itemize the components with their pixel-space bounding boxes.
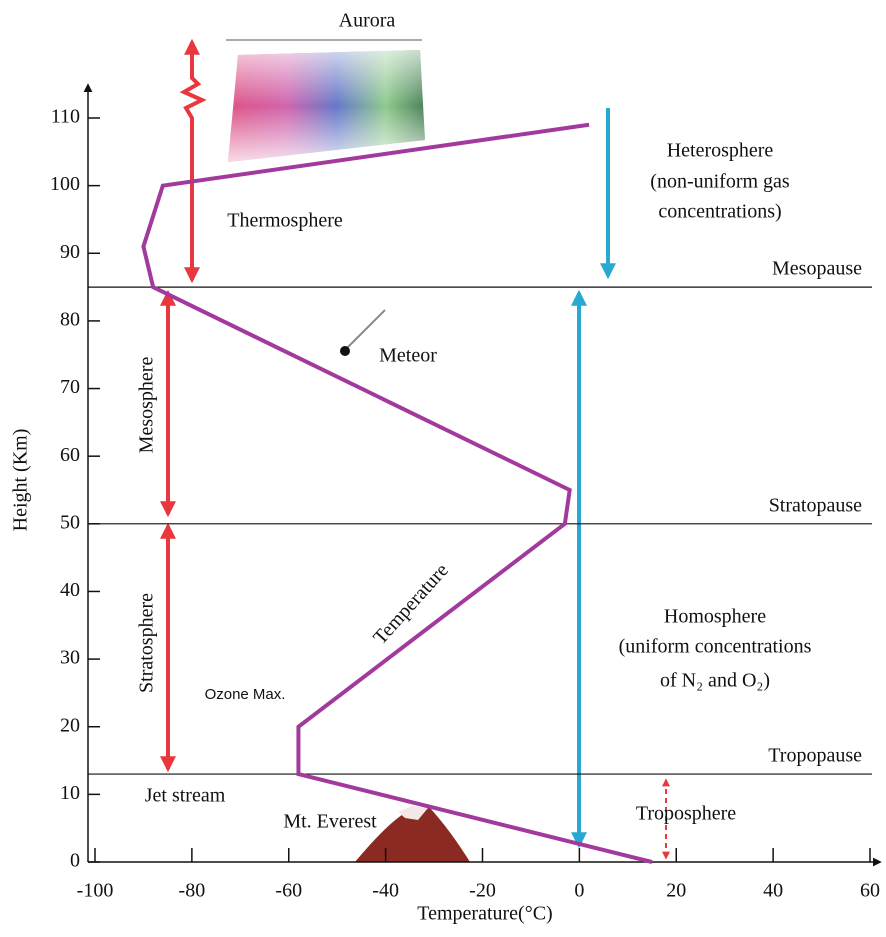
y-axis-title: Height (Km) xyxy=(10,429,32,532)
annotation: Thermosphere xyxy=(227,210,343,232)
annotation: (non-uniform gas xyxy=(650,171,790,193)
y-tick-label: 60 xyxy=(60,444,80,466)
y-tick-label: 50 xyxy=(60,511,80,533)
x-tick-label: -100 xyxy=(77,880,114,902)
x-tick-label: -20 xyxy=(469,880,496,902)
annotation: of N₂ and O₂) xyxy=(660,670,770,692)
y-tick-label: 0 xyxy=(70,850,80,872)
reference-label: Mesopause xyxy=(772,258,862,280)
y-tick-label: 110 xyxy=(51,106,80,128)
temperature-line xyxy=(143,125,652,862)
annotation: concentrations) xyxy=(658,201,781,223)
annotation: Homosphere xyxy=(664,606,766,628)
annotation: Meteor xyxy=(379,345,437,367)
x-tick-label: -60 xyxy=(275,880,302,902)
reference-label: Tropopause xyxy=(768,745,862,767)
annotation: Aurora xyxy=(339,10,396,32)
x-axis-title: Temperature(°C) xyxy=(417,903,552,925)
y-tick-label: 20 xyxy=(60,714,80,736)
x-tick-label: 60 xyxy=(860,880,880,902)
reference-label: Stratopause xyxy=(769,494,862,516)
annotation: Heterosphere xyxy=(667,140,774,162)
annotation: Mt. Everest xyxy=(283,811,377,833)
annotation: Jet stream xyxy=(145,785,226,807)
x-tick-label: -80 xyxy=(179,880,206,902)
x-tick-label: 40 xyxy=(763,880,783,902)
y-tick-label: 90 xyxy=(60,241,80,263)
annotation: Troposphere xyxy=(636,803,736,825)
x-tick-label: -40 xyxy=(372,880,399,902)
x-tick-label: 0 xyxy=(574,880,584,902)
x-tick-label: 20 xyxy=(666,880,686,902)
annotation: Ozone Max. xyxy=(205,686,286,703)
chart: Aurora Thermosphere Meteor Mesosphere St… xyxy=(0,0,886,937)
annotation: Temperature xyxy=(369,559,453,649)
annotation: Mesosphere xyxy=(136,357,158,454)
y-tick-label: 40 xyxy=(60,579,80,601)
y-tick-label: 10 xyxy=(60,782,80,804)
decorations xyxy=(168,40,666,862)
y-tick-label: 100 xyxy=(50,173,80,195)
annotation: Stratosphere xyxy=(136,593,158,693)
y-tick-label: 80 xyxy=(60,309,80,331)
annotation: (uniform concentrations xyxy=(619,636,812,658)
y-tick-label: 30 xyxy=(60,647,80,669)
y-tick-label: 70 xyxy=(60,376,80,398)
